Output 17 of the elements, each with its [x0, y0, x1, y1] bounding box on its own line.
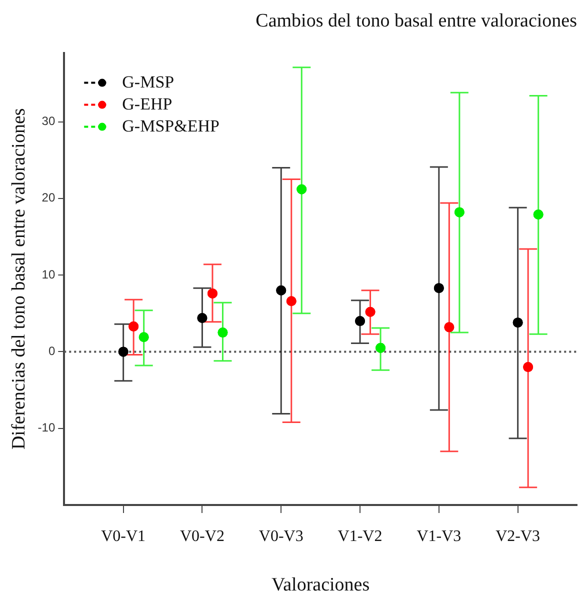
legend-label: G-EHP	[122, 94, 172, 114]
chart-title: Cambios del tono basal entre valoraciones	[256, 10, 577, 32]
legend-label: G-MSP	[122, 72, 174, 92]
y-tick-label: 20	[42, 190, 56, 205]
x-tick-label: V2-V3	[496, 528, 540, 545]
y-tick-label: -10	[38, 420, 56, 435]
x-axis-title: Valoraciones	[272, 574, 370, 596]
y-tick-label: 10	[42, 267, 56, 282]
x-tick-label: V0-V3	[258, 528, 304, 545]
x-tick-label: V0-V1	[101, 528, 146, 545]
x-tick-label: V1-V2	[338, 528, 382, 545]
x-tick-label: V0-V2	[180, 528, 224, 545]
y-tick-label: 0	[48, 344, 56, 358]
y-tick-label: 30	[42, 114, 56, 128]
x-tick-label: V1-V3	[416, 528, 462, 545]
y-axis-title: Diferencias del tono basal entre valoraciones	[8, 108, 30, 450]
legend-label: G-MSP&EHP	[122, 116, 220, 136]
